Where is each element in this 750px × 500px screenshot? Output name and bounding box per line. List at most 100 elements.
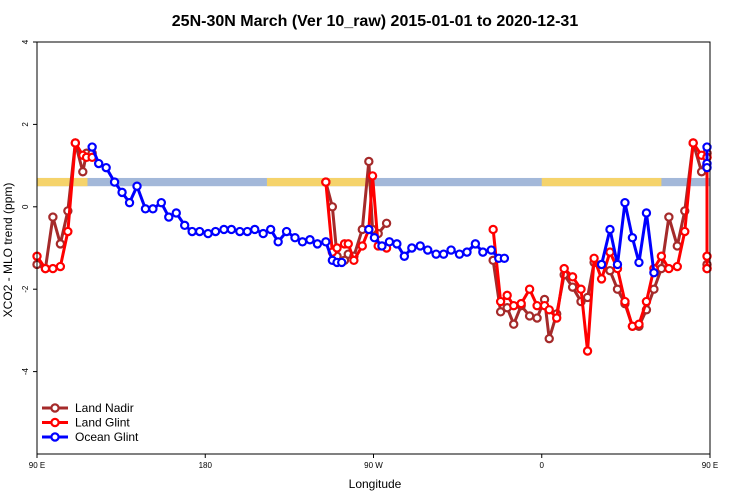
land-glint-point [544, 305, 554, 315]
land-glint-point [532, 300, 542, 311]
land-glint-point [605, 247, 615, 257]
land-glint-point [40, 263, 51, 274]
ocean-glint-point [377, 241, 387, 251]
ocean-glint-point [470, 239, 481, 249]
land-glint-point [634, 319, 644, 329]
land-glint-point [641, 296, 652, 307]
ocean-glint-point [250, 224, 260, 235]
x-tick-label: 0 [540, 461, 545, 470]
ocean-glint-point [132, 181, 142, 191]
ocean-glint-point [454, 249, 465, 259]
ocean-glint-point [164, 212, 174, 222]
land-glint-point [48, 263, 58, 274]
ocean-glint-point [702, 162, 712, 173]
ocean-glint-point [109, 177, 120, 187]
land-nadir-point [567, 282, 578, 292]
ocean-glint-line [600, 201, 656, 273]
ocean-glint-point [337, 257, 347, 268]
ocean-glint-point [210, 226, 221, 237]
legend-entry: Ocean Glint [75, 430, 139, 444]
ocean-glint-point [627, 232, 638, 243]
y-tick-label: 2 [21, 122, 30, 127]
ocean-glint-point [407, 243, 417, 253]
ocean-glint-point [634, 257, 644, 268]
land-glint-point [589, 253, 599, 263]
ocean-glint-point [499, 253, 510, 263]
ocean-glint-point [265, 224, 276, 235]
x-axis: 90 E 180 90 W 0 90 E [29, 454, 718, 470]
land-nadir-point [78, 167, 88, 177]
land-nadir-point [381, 218, 392, 228]
ocean-glint-point [187, 226, 197, 237]
ocean-glint-point [462, 247, 472, 257]
land-glint-point [702, 263, 712, 274]
land-nadir-point [524, 311, 535, 321]
ocean-glint-point [384, 237, 395, 247]
land-glint-point [567, 272, 578, 282]
legend-swatch-point [50, 403, 60, 413]
ocean-glint-point [226, 224, 237, 235]
ocean-glint-point [423, 245, 433, 255]
ocean-glint-point [87, 142, 97, 152]
y-tick-label: 0 [21, 204, 30, 209]
legend-entry: Land Glint [75, 416, 130, 430]
land-glint-point [367, 171, 378, 181]
land-nadir-point [48, 212, 58, 222]
land-glint-point [552, 313, 562, 323]
ocean-glint-point [312, 239, 323, 249]
land-glint-point [357, 241, 367, 251]
land-glint-point [70, 138, 81, 148]
land-nadir-point [612, 284, 623, 294]
y-axis-label: XCO2 - MLO trend (ppm) [1, 183, 15, 318]
ocean-glint-point [93, 158, 104, 169]
ocean-glint-point [392, 239, 402, 249]
series-layer [32, 138, 712, 356]
land-band-segment [266, 177, 370, 187]
ocean-glint-point [369, 232, 380, 243]
ocean-glint-point [101, 162, 111, 173]
land-nadir-line [491, 141, 709, 341]
ocean-glint-point [148, 204, 158, 214]
ocean-glint-point [124, 197, 135, 208]
land-glint-point [559, 263, 569, 274]
ocean-glint-point [179, 220, 190, 231]
land-nadir-point [509, 319, 519, 329]
land-glint-point [343, 239, 353, 249]
x-tick-label: 90 W [364, 461, 383, 470]
ocean-glint-point [219, 224, 229, 235]
land-glint-point [688, 138, 698, 148]
land-nadir-point [649, 284, 659, 294]
ocean-glint-point [281, 226, 292, 237]
land-glint-point [349, 255, 359, 266]
ocean-glint-point [140, 204, 151, 214]
land-glint-point [55, 261, 66, 272]
land-glint-point [576, 284, 586, 294]
ocean-glint-point [235, 226, 245, 237]
legend-entry: Land Nadir [75, 401, 134, 415]
x-tick-label: 180 [199, 461, 213, 470]
ocean-glint-point [258, 228, 268, 239]
ocean-glint-point [273, 237, 283, 247]
y-tick-label: -4 [21, 367, 30, 375]
land-glint-point [502, 290, 512, 301]
land-nadir-point [605, 265, 615, 276]
land-glint-point [488, 224, 498, 235]
ocean-glint-point [641, 208, 652, 218]
land-nadir-point [532, 313, 542, 323]
land-glint-point [664, 263, 674, 274]
land-glint-point [63, 226, 73, 237]
legend-swatch-point [50, 417, 60, 428]
land-nadir-point [364, 156, 374, 167]
land-glint-point [332, 243, 342, 253]
land-band-segment [37, 177, 88, 187]
land-glint-point [680, 226, 690, 237]
land-glint-point [656, 251, 667, 261]
land-glint-point [516, 298, 526, 309]
land-glint-point [582, 346, 593, 356]
land-glint-point [524, 284, 535, 294]
ocean-glint-point [649, 268, 659, 278]
ocean-glint-point [171, 208, 181, 218]
x-axis-label: Longitude [349, 477, 402, 491]
ocean-glint-point [415, 241, 425, 251]
